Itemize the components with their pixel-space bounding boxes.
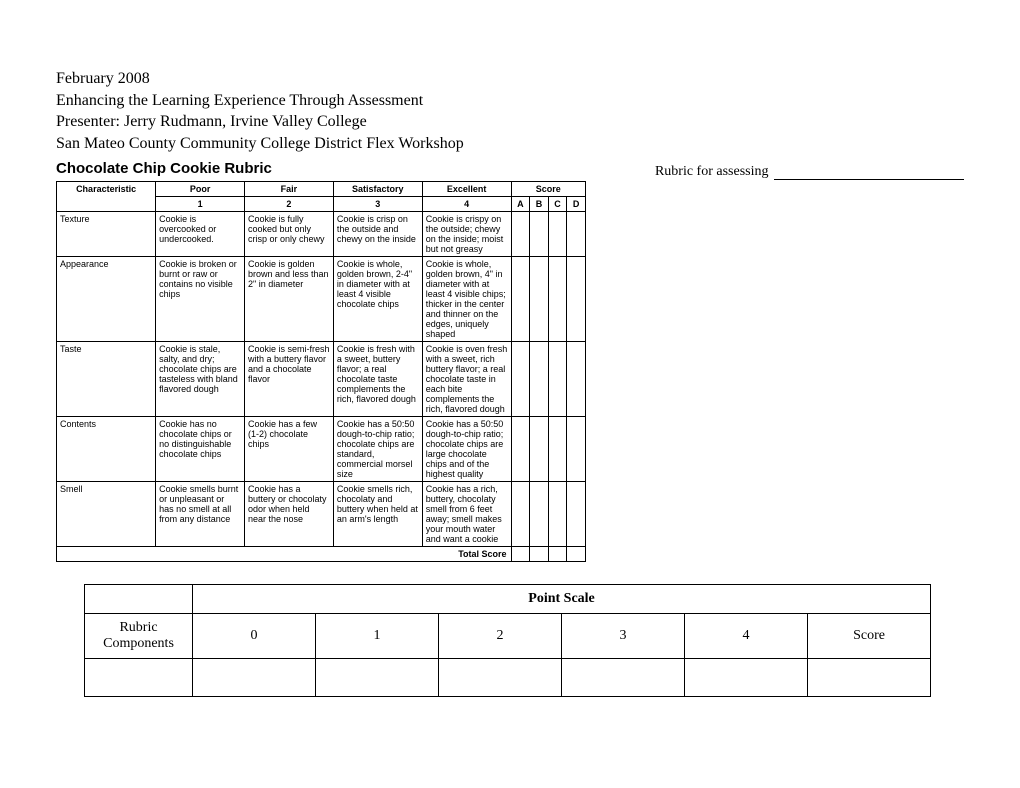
scale-empty-cell: [439, 659, 562, 697]
score-cell: [511, 482, 530, 547]
rubric-cell: Cookie is fresh with a sweet, buttery fl…: [333, 342, 422, 417]
score-col-c: C: [548, 197, 567, 212]
rubric-cell: Cookie is overcooked or undercooked.: [156, 212, 245, 257]
scale-empty-cell: [193, 659, 316, 697]
score-cell: [511, 342, 530, 417]
rubric-cell: Cookie is semi-fresh with a buttery flav…: [245, 342, 334, 417]
cookie-rubric-table: Characteristic Poor Fair Satisfactory Ex…: [56, 181, 586, 562]
score-cell: [548, 417, 567, 482]
header-line-4: San Mateo County Community College Distr…: [56, 133, 964, 155]
score-cell: [530, 482, 549, 547]
rubric-cell: Cookie has a buttery or chocolaty odor w…: [245, 482, 334, 547]
level-num-1: 1: [156, 197, 245, 212]
score-cell: [511, 417, 530, 482]
score-cell: [530, 212, 549, 257]
rubric-cell: Cookie is stale, salty, and dry; chocola…: [156, 342, 245, 417]
score-cell: [567, 342, 586, 417]
total-score-cell: [511, 547, 530, 562]
score-cell: [548, 342, 567, 417]
scale-empty-cell: [316, 659, 439, 697]
level-num-4: 4: [422, 197, 511, 212]
score-col-d: D: [567, 197, 586, 212]
characteristic-cell: Smell: [57, 482, 156, 547]
level-header-satisfactory: Satisfactory: [333, 182, 422, 197]
header-line-1: February 2008: [56, 68, 964, 90]
characteristic-cell: Taste: [57, 342, 156, 417]
cookie-rubric-table-wrap: Characteristic Poor Fair Satisfactory Ex…: [56, 181, 586, 562]
total-score-label: Total Score: [57, 547, 512, 562]
point-3: 3: [562, 614, 685, 659]
rubric-cell: Cookie is fully cooked but only crisp or…: [245, 212, 334, 257]
rubric-cell: Cookie is broken or burnt or raw or cont…: [156, 257, 245, 342]
score-header: Score: [511, 182, 585, 197]
assessing-text: Rubric for assessing: [655, 164, 769, 179]
total-score-cell: [548, 547, 567, 562]
point-scale-header: Point Scale: [193, 585, 931, 614]
point-scale-corner: [85, 585, 193, 614]
level-num-2: 2: [245, 197, 334, 212]
total-score-cell: [567, 547, 586, 562]
rubric-row: TasteCookie is stale, salty, and dry; ch…: [57, 342, 586, 417]
point-4: 4: [685, 614, 808, 659]
score-label: Score: [808, 614, 931, 659]
point-scale-table: Point Scale Rubric Components 0 1 2 3 4 …: [84, 584, 931, 697]
score-cell: [567, 482, 586, 547]
header-line-3: Presenter: Jerry Rudmann, Irvine Valley …: [56, 111, 964, 133]
level-header-excellent: Excellent: [422, 182, 511, 197]
level-header-poor: Poor: [156, 182, 245, 197]
score-cell: [511, 212, 530, 257]
score-cell: [548, 257, 567, 342]
rubric-cell: Cookie has a few (1-2) chocolate chips: [245, 417, 334, 482]
rubric-cell: Cookie is oven fresh with a sweet, rich …: [422, 342, 511, 417]
rubric-components-label: Rubric Components: [85, 614, 193, 659]
document-header: February 2008 Enhancing the Learning Exp…: [56, 68, 964, 154]
score-cell: [567, 417, 586, 482]
score-cell: [530, 257, 549, 342]
rubric-cell: Cookie has a 50:50 dough-to-chip ratio; …: [333, 417, 422, 482]
scale-empty-cell: [85, 659, 193, 697]
rubric-cell: Cookie is whole, golden brown, 2-4" in d…: [333, 257, 422, 342]
rubric-cell: Cookie smells rich, chocolaty and butter…: [333, 482, 422, 547]
rubric-row: TextureCookie is overcooked or undercook…: [57, 212, 586, 257]
rubric-cell: Cookie has a 50:50 dough-to-chip ratio; …: [422, 417, 511, 482]
score-col-a: A: [511, 197, 530, 212]
characteristic-cell: Texture: [57, 212, 156, 257]
rubric-row: AppearanceCookie is broken or burnt or r…: [57, 257, 586, 342]
rubric-cell: Cookie is whole, golden brown, 4" in dia…: [422, 257, 511, 342]
score-cell: [530, 417, 549, 482]
total-score-cell: [530, 547, 549, 562]
rubric-row: SmellCookie smells burnt or unpleasant o…: [57, 482, 586, 547]
assessing-blank-line: [774, 179, 964, 180]
score-cell: [511, 257, 530, 342]
score-cell: [548, 482, 567, 547]
header-line-2: Enhancing the Learning Experience Throug…: [56, 90, 964, 112]
score-cell: [530, 342, 549, 417]
char-header: Characteristic: [57, 182, 156, 212]
level-header-fair: Fair: [245, 182, 334, 197]
rubric-row: ContentsCookie has no chocolate chips or…: [57, 417, 586, 482]
rubric-cell: Cookie is crisp on the outside and chewy…: [333, 212, 422, 257]
scale-empty-cell: [685, 659, 808, 697]
point-2: 2: [439, 614, 562, 659]
rubric-cell: Cookie has no chocolate chips or no dist…: [156, 417, 245, 482]
scale-empty-cell: [808, 659, 931, 697]
score-cell: [567, 257, 586, 342]
scale-empty-cell: [562, 659, 685, 697]
rubric-cell: Cookie has a rich, buttery, chocolaty sm…: [422, 482, 511, 547]
rubric-cell: Cookie smells burnt or unpleasant or has…: [156, 482, 245, 547]
score-cell: [567, 212, 586, 257]
point-1: 1: [316, 614, 439, 659]
rubric-for-assessing-label: Rubric for assessing: [655, 164, 964, 180]
score-col-b: B: [530, 197, 549, 212]
rubric-cell: Cookie is golden brown and less than 2" …: [245, 257, 334, 342]
characteristic-cell: Contents: [57, 417, 156, 482]
characteristic-cell: Appearance: [57, 257, 156, 342]
score-cell: [548, 212, 567, 257]
level-num-3: 3: [333, 197, 422, 212]
rubric-cell: Cookie is crispy on the outside; chewy o…: [422, 212, 511, 257]
point-0: 0: [193, 614, 316, 659]
